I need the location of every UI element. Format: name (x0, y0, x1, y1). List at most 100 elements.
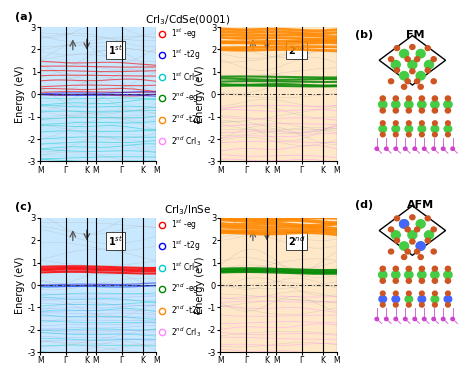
Circle shape (408, 60, 417, 69)
Circle shape (375, 317, 379, 321)
Circle shape (380, 121, 385, 125)
Circle shape (419, 303, 424, 307)
Circle shape (414, 79, 420, 84)
Circle shape (413, 147, 417, 151)
Circle shape (392, 271, 400, 279)
Y-axis label: Energy (eV): Energy (eV) (195, 65, 205, 123)
Circle shape (414, 57, 420, 62)
Text: 2$^{nd}$ CrI$_3$: 2$^{nd}$ CrI$_3$ (171, 325, 201, 339)
Circle shape (425, 60, 433, 69)
Text: (b): (b) (356, 30, 374, 40)
Circle shape (419, 278, 425, 283)
Circle shape (431, 125, 438, 132)
Circle shape (401, 84, 407, 89)
Circle shape (419, 96, 425, 101)
Circle shape (393, 96, 398, 101)
Text: 1$^{st}$ -t2g: 1$^{st}$ -t2g (171, 239, 200, 253)
Circle shape (416, 72, 425, 80)
Circle shape (405, 79, 410, 84)
Circle shape (392, 231, 400, 239)
Circle shape (406, 303, 411, 307)
Circle shape (418, 271, 426, 279)
Text: 2$^{nd}$: 2$^{nd}$ (288, 43, 305, 57)
Y-axis label: Energy (eV): Energy (eV) (195, 256, 205, 314)
Text: 1$^{st}$ -t2g: 1$^{st}$ -t2g (171, 48, 200, 62)
Circle shape (416, 242, 425, 250)
Circle shape (445, 108, 450, 113)
Circle shape (432, 96, 438, 101)
Circle shape (419, 121, 424, 125)
Circle shape (445, 266, 450, 271)
Circle shape (422, 317, 426, 321)
Circle shape (410, 69, 415, 74)
Circle shape (418, 255, 423, 260)
Circle shape (406, 278, 411, 283)
Circle shape (418, 296, 426, 303)
Circle shape (380, 96, 385, 101)
Circle shape (451, 317, 455, 321)
Text: 1$^{st}$ CrI$_3$: 1$^{st}$ CrI$_3$ (171, 260, 199, 274)
Circle shape (432, 278, 438, 283)
Circle shape (405, 57, 410, 62)
Text: 1$^{st}$ -eg: 1$^{st}$ -eg (171, 217, 197, 232)
Circle shape (394, 147, 398, 151)
Circle shape (388, 227, 394, 232)
Circle shape (422, 147, 426, 151)
Circle shape (425, 68, 430, 73)
Circle shape (419, 108, 425, 113)
Circle shape (441, 147, 445, 151)
Circle shape (410, 45, 415, 50)
Circle shape (394, 68, 400, 73)
Circle shape (410, 215, 415, 220)
Text: 1$^{st}$: 1$^{st}$ (108, 43, 123, 57)
Circle shape (432, 291, 437, 296)
Circle shape (444, 271, 452, 279)
Circle shape (446, 132, 450, 137)
Circle shape (393, 278, 398, 283)
Circle shape (405, 296, 412, 303)
Text: 2$^{nd}$ CrI$_3$: 2$^{nd}$ CrI$_3$ (171, 134, 201, 148)
Circle shape (444, 296, 452, 303)
Circle shape (388, 57, 394, 62)
Circle shape (393, 303, 398, 307)
Circle shape (380, 291, 385, 296)
Circle shape (379, 271, 387, 279)
Circle shape (405, 101, 413, 108)
Circle shape (392, 101, 400, 108)
Circle shape (431, 271, 439, 279)
Text: 1$^{st}$ -eg: 1$^{st}$ -eg (171, 27, 197, 41)
Circle shape (394, 216, 400, 221)
Circle shape (432, 147, 436, 151)
Circle shape (446, 121, 450, 125)
Circle shape (384, 317, 388, 321)
Circle shape (431, 296, 438, 303)
Y-axis label: Energy (eV): Energy (eV) (15, 65, 25, 123)
Circle shape (444, 101, 452, 108)
Circle shape (394, 317, 398, 321)
Text: 2$^{nd}$ -eg: 2$^{nd}$ -eg (171, 282, 199, 296)
Circle shape (419, 266, 425, 271)
Text: (c): (c) (15, 202, 32, 212)
Circle shape (432, 266, 438, 271)
Circle shape (444, 125, 452, 132)
Circle shape (432, 132, 437, 137)
Circle shape (388, 249, 394, 254)
Circle shape (416, 242, 425, 250)
Text: 2$^{nd}$ -t2g: 2$^{nd}$ -t2g (171, 303, 201, 318)
Text: (a): (a) (15, 12, 33, 22)
Circle shape (380, 303, 385, 307)
Circle shape (432, 317, 436, 321)
Circle shape (431, 79, 437, 84)
Circle shape (431, 227, 437, 232)
Circle shape (446, 303, 450, 307)
Circle shape (445, 96, 450, 101)
Circle shape (392, 296, 400, 303)
Circle shape (379, 101, 387, 108)
Text: 2$^{nd}$: 2$^{nd}$ (288, 234, 305, 248)
Circle shape (431, 101, 439, 108)
Circle shape (401, 255, 407, 260)
Text: 2$^{nd}$ -eg: 2$^{nd}$ -eg (171, 91, 199, 106)
Circle shape (432, 108, 438, 113)
Circle shape (394, 238, 400, 243)
Circle shape (394, 46, 400, 51)
